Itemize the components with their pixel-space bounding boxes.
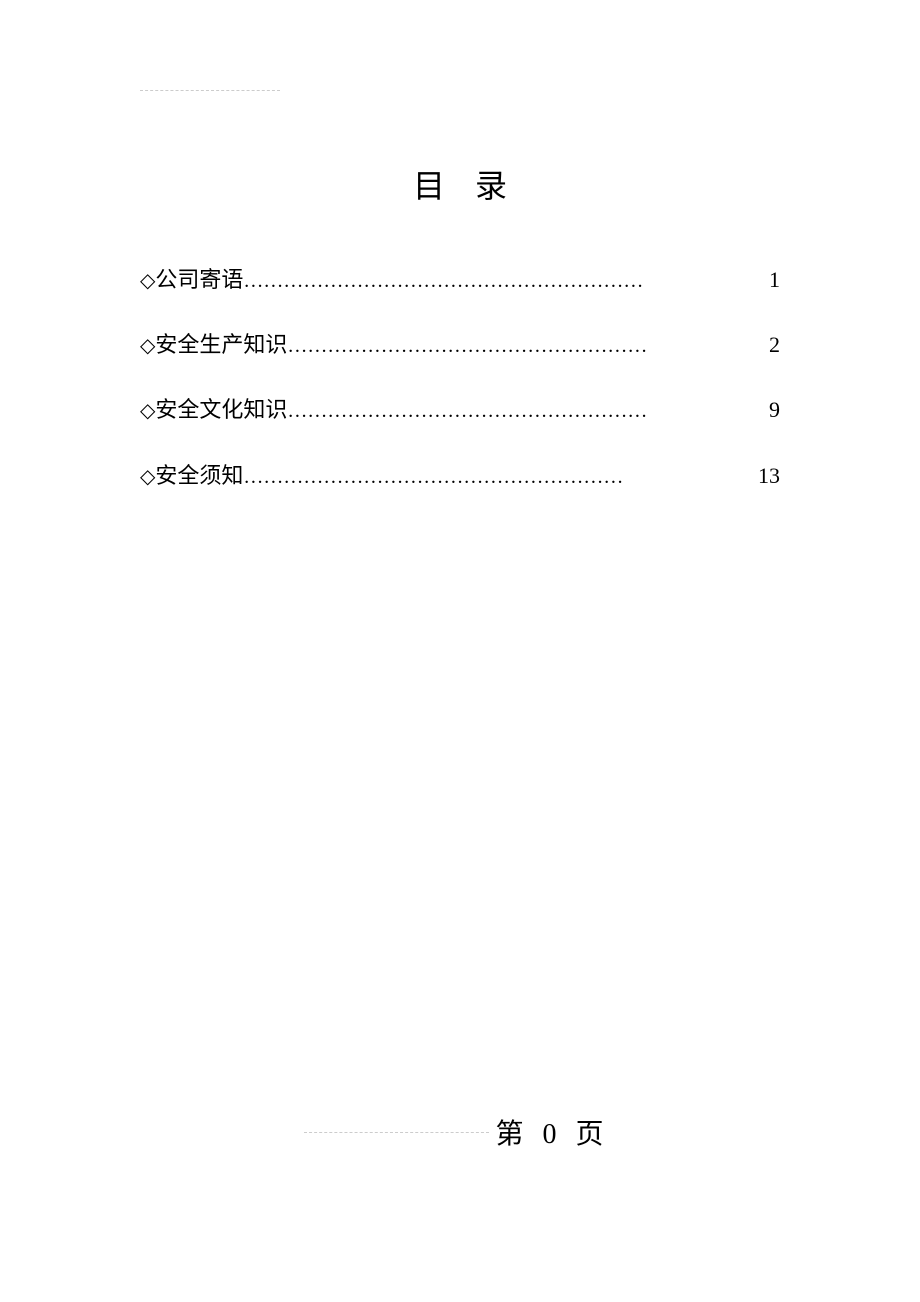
footer-suffix: 页 <box>563 1119 610 1150</box>
toc-page-number: 2 <box>769 327 780 362</box>
toc-label: 公司寄语 <box>155 262 243 297</box>
document-page: 目录 ◇ 公司寄语 …………………………………………………… 1 ◇ 安全生产知… <box>0 0 920 1302</box>
top-divider <box>140 90 280 91</box>
toc-page-number: 1 <box>769 262 780 297</box>
toc-list: ◇ 公司寄语 …………………………………………………… 1 ◇ 安全生产知识 …… <box>140 262 780 493</box>
footer-page-number: 0 <box>543 1119 563 1150</box>
toc-leader-dots: ……………………………………………… <box>287 330 769 362</box>
toc-leader-dots: ………………………………………………… <box>243 461 758 493</box>
diamond-bullet-icon: ◇ <box>140 395 155 427</box>
toc-item: ◇ 安全生产知识 ……………………………………………… 2 <box>140 327 780 362</box>
footer-prefix: 第 <box>495 1119 542 1150</box>
diamond-bullet-icon: ◇ <box>140 265 155 297</box>
toc-label: 安全生产知识 <box>155 327 287 362</box>
toc-label: 安全文化知识 <box>155 392 287 427</box>
footer-divider <box>304 1132 489 1133</box>
footer-page-label: 第 0 页 <box>489 1112 615 1152</box>
toc-label: 安全须知 <box>155 458 243 493</box>
toc-page-number: 9 <box>769 392 780 427</box>
toc-item: ◇ 安全文化知识 ……………………………………………… 9 <box>140 392 780 427</box>
diamond-bullet-icon: ◇ <box>140 461 155 493</box>
diamond-bullet-icon: ◇ <box>140 330 155 362</box>
page-footer: 第 0 页 <box>140 1112 780 1152</box>
toc-item: ◇ 公司寄语 …………………………………………………… 1 <box>140 262 780 297</box>
toc-page-number: 13 <box>758 458 780 493</box>
toc-item: ◇ 安全须知 ………………………………………………… 13 <box>140 458 780 493</box>
toc-leader-dots: …………………………………………………… <box>243 265 769 297</box>
page-title: 目录 <box>140 161 780 207</box>
toc-leader-dots: ……………………………………………… <box>287 395 769 427</box>
